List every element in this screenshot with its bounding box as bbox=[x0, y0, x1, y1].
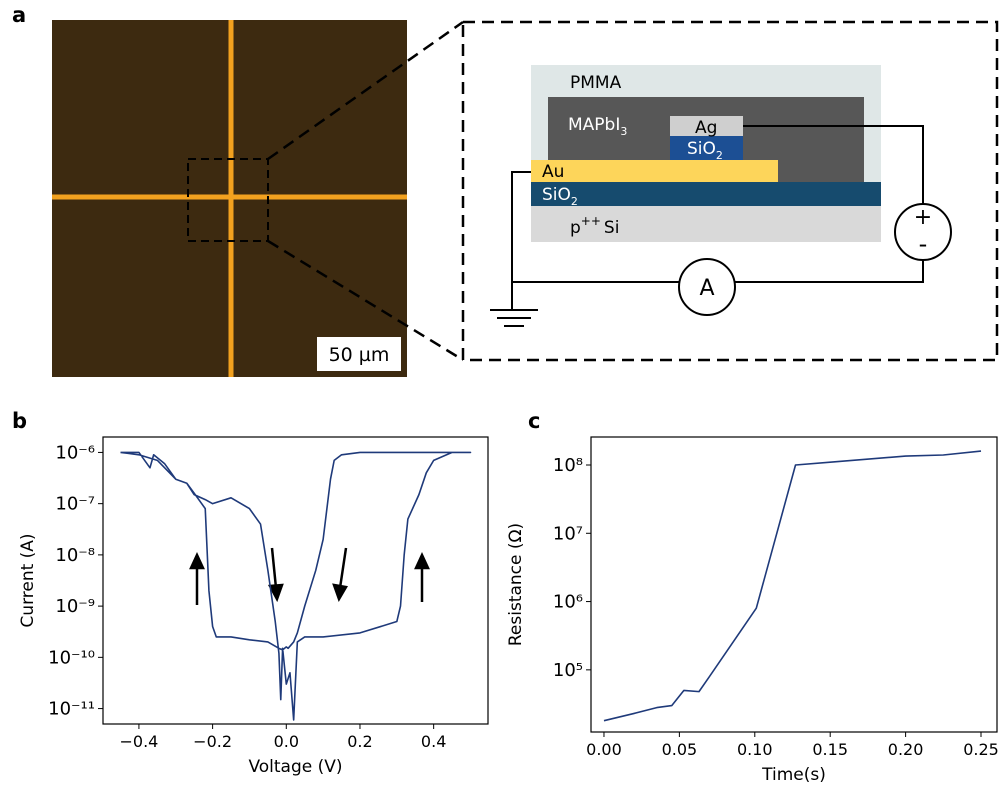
panel-label: b bbox=[12, 409, 27, 433]
label: + bbox=[914, 205, 932, 230]
x-tick-label: 0.0 bbox=[274, 732, 299, 751]
sio2-pad bbox=[670, 136, 743, 160]
x-tick-label: 0.10 bbox=[737, 740, 773, 759]
plot-frame bbox=[102, 436, 489, 725]
y-tick-label: 10⁸ bbox=[553, 455, 583, 476]
y-tick-label: 10⁻¹⁰ bbox=[48, 647, 95, 668]
x-tick-label: −0.4 bbox=[119, 732, 158, 751]
wire bbox=[511, 125, 924, 310]
label: MAPbI3 bbox=[568, 115, 627, 138]
label: - bbox=[919, 230, 928, 258]
y-tick-label: 10⁶ bbox=[553, 592, 583, 613]
data-line bbox=[120, 451, 472, 721]
x-tick-label: 0.25 bbox=[963, 740, 999, 759]
x-tick-label: 0.00 bbox=[586, 740, 622, 759]
y-axis-label: Resistance (Ω) bbox=[506, 523, 526, 646]
x-tick-label: 0.4 bbox=[421, 732, 446, 751]
label: Au bbox=[542, 162, 564, 182]
ag-electrode bbox=[670, 116, 743, 136]
y-tick-label: 10⁷ bbox=[553, 523, 583, 544]
zoom-box bbox=[187, 158, 269, 242]
au-electrode bbox=[531, 160, 778, 182]
x-tick-label: 0.15 bbox=[812, 740, 848, 759]
label: A bbox=[699, 276, 714, 301]
sweep-arrows bbox=[189, 547, 430, 605]
label: SiO2 bbox=[687, 139, 723, 162]
y-tick-label: 10⁻⁸ bbox=[55, 545, 95, 566]
x-tick-label: 0.20 bbox=[888, 740, 924, 759]
sio2-layer bbox=[531, 182, 881, 206]
label: SiO2 bbox=[542, 185, 578, 208]
plot-frame bbox=[590, 436, 998, 733]
label: Ag bbox=[695, 118, 717, 138]
y-axis-label: Current (A) bbox=[18, 533, 38, 627]
substrate bbox=[531, 206, 881, 242]
y-tick-label: 10⁻⁶ bbox=[55, 442, 95, 463]
panel-label: a bbox=[12, 3, 26, 27]
y-tick-label: 10⁻⁷ bbox=[55, 494, 95, 515]
scale-bar-label: 50 µm bbox=[329, 344, 390, 366]
zoom-line bbox=[267, 20, 464, 161]
ground bbox=[490, 309, 538, 327]
ammeter bbox=[678, 258, 736, 316]
y-tick-label: 10⁵ bbox=[553, 660, 583, 681]
y-tick-label: 10⁻⁹ bbox=[55, 596, 95, 617]
schematic-box bbox=[461, 20, 999, 362]
x-tick-label: 0.2 bbox=[347, 732, 372, 751]
label: PMMA bbox=[570, 73, 622, 93]
x-tick-label: −0.2 bbox=[193, 732, 232, 751]
voltage-source bbox=[894, 203, 952, 261]
data-line bbox=[603, 450, 982, 722]
panel-label: c bbox=[528, 409, 540, 433]
x-axis-label: Voltage (V) bbox=[248, 757, 342, 777]
scale-box bbox=[317, 337, 401, 371]
y-tick-label: 10⁻¹¹ bbox=[48, 699, 95, 720]
x-axis-label: Time(s) bbox=[761, 765, 826, 785]
zoom-line bbox=[267, 239, 464, 362]
x-tick-label: 0.05 bbox=[662, 740, 698, 759]
panel-a: a 50 µm PMMA MAPbI3 Ag SiO2 Au SiO2 p++ S… bbox=[12, 3, 999, 377]
label: p++ Si bbox=[570, 214, 619, 238]
